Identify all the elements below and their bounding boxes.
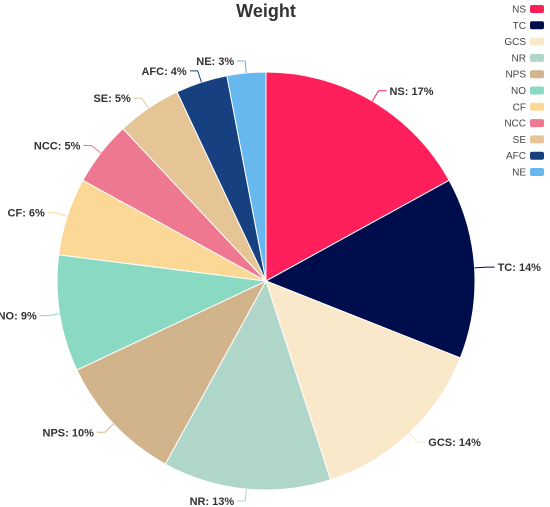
legend-label-nr: NR (512, 53, 526, 64)
leader-line-nr (237, 489, 247, 502)
leader-line-se (133, 97, 149, 109)
pie-slice-nr[interactable] (164, 279, 332, 491)
legend-swatch-ne (530, 168, 544, 176)
leader-line-ncc (83, 145, 102, 154)
legend-swatch-no (530, 86, 544, 95)
pie-labels: NS: 17% TC: 14% GCS: 14% NR: 13% NPS: 10% NO:… (0, 56, 541, 507)
slice-label-gcs: GCS: 14% (428, 437, 481, 449)
slice-label-ne: NE: 3% (196, 56, 234, 68)
legend-swatch-nr (530, 53, 544, 62)
legend-label-afc: AFC (506, 151, 526, 162)
legend-label-ncc: NCC (504, 119, 526, 130)
legend-item-tc[interactable]: TC (513, 21, 544, 32)
slice-label-cf: CF: 6% (8, 208, 46, 220)
pie-slices (56, 71, 476, 491)
legend-swatch-nps (530, 70, 544, 79)
slice-label-nr: NR: 13% (190, 496, 235, 507)
legend-swatch-ncc (530, 119, 544, 128)
legend-item-ne[interactable]: NE (512, 168, 544, 179)
legend-swatch-se (530, 135, 544, 144)
slice-label-ns: NS: 17% (389, 86, 433, 98)
chart-title: Weight (236, 1, 296, 21)
legend-item-nr[interactable]: NR (512, 53, 544, 64)
legend-item-cf[interactable]: CF (513, 102, 544, 113)
legend-label-no: NO (511, 86, 526, 97)
pie-slice-nps[interactable] (76, 279, 268, 465)
legend-label-nps: NPS (505, 70, 526, 81)
legend-label-gcs: GCS (504, 37, 526, 48)
legend-swatch-cf (530, 102, 544, 111)
leader-line-ns (371, 90, 387, 102)
legend-swatch-gcs (530, 37, 544, 46)
leader-line-gcs (408, 433, 426, 443)
slice-label-tc: TC: 14% (498, 262, 542, 274)
legend-label-tc: TC (513, 21, 526, 32)
slice-label-no: NO: 9% (0, 311, 37, 323)
pie-slice-tc[interactable] (264, 179, 476, 359)
leader-line-no (39, 313, 60, 317)
legend-item-nps[interactable]: NPS (505, 70, 544, 81)
legend-item-ns[interactable]: NS (512, 5, 544, 16)
leader-line-cf (47, 212, 68, 217)
legend-item-afc[interactable]: AFC (506, 151, 544, 162)
leader-line-nps (96, 423, 114, 433)
legend-label-ns: NS (512, 5, 526, 16)
legend-label-ne: NE (512, 168, 526, 179)
legend-swatch-ns (530, 5, 544, 13)
slice-label-afc: AFC: 4% (141, 66, 186, 78)
legend-item-no[interactable]: NO (511, 86, 544, 97)
legend-swatch-afc (530, 151, 544, 160)
leader-line-afc (189, 70, 202, 83)
slice-label-ncc: NCC: 5% (34, 141, 81, 153)
leader-line-tc (474, 266, 495, 269)
legend-item-se[interactable]: SE (513, 135, 544, 146)
legend-label-cf: CF (513, 102, 526, 113)
legend-item-gcs[interactable]: GCS (504, 37, 544, 48)
slice-label-se: SE: 5% (93, 93, 131, 105)
legend: NS TC GCS NR NPS NO CF NCC SE AFC NE (504, 5, 544, 179)
legend-swatch-tc (530, 21, 544, 30)
leader-line-ne (237, 60, 247, 73)
legend-label-se: SE (513, 135, 527, 146)
legend-item-ncc[interactable]: NCC (504, 119, 544, 130)
pie-slice-ns[interactable] (265, 71, 450, 282)
slice-label-nps: NPS: 10% (43, 427, 95, 439)
